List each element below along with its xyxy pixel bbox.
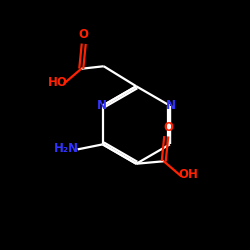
Text: O: O (164, 121, 174, 134)
Text: N: N (96, 99, 106, 112)
Text: N: N (166, 99, 176, 112)
Text: OH: OH (178, 168, 198, 181)
Text: HO: HO (48, 76, 68, 89)
Text: O: O (79, 28, 89, 42)
Text: H₂N: H₂N (54, 142, 79, 154)
